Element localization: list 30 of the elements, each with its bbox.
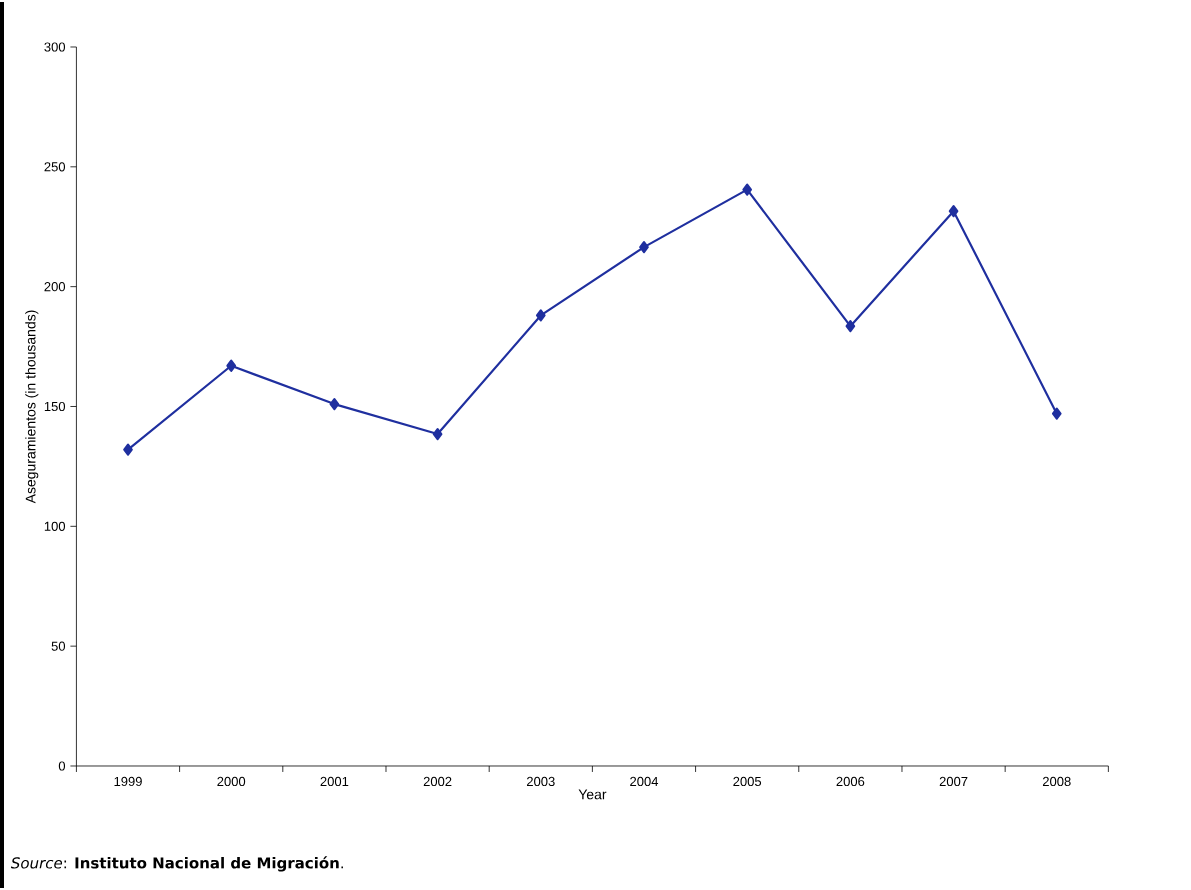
x-tick-label: 2002 xyxy=(423,776,452,787)
y-tick-label: 200 xyxy=(44,282,66,292)
x-axis-title: Year xyxy=(578,789,607,800)
x-tick-label: 2006 xyxy=(836,776,865,787)
point xyxy=(948,205,959,218)
x-tick-label: 2005 xyxy=(733,776,762,787)
point xyxy=(432,427,443,441)
y-tick-label: 300 xyxy=(44,42,66,52)
x-tick-label: 2004 xyxy=(630,776,659,787)
point xyxy=(329,397,340,411)
y-tick-label: 0 xyxy=(58,761,66,771)
point xyxy=(742,183,753,196)
y-tick-label: 150 xyxy=(44,401,66,412)
x-tick-label: 2003 xyxy=(526,776,555,787)
y-axis-title: Aseguramientos (in thousands) xyxy=(25,310,39,504)
point xyxy=(845,320,856,333)
point xyxy=(639,241,649,254)
point xyxy=(535,309,546,322)
y-tick-label: 100 xyxy=(44,521,66,531)
x-tick-label: 2008 xyxy=(1042,776,1071,787)
x-tick-label: 2001 xyxy=(320,776,349,787)
x-tick-label: 1999 xyxy=(114,776,142,787)
point xyxy=(1051,407,1062,420)
text: Source: Instituto Nacional de Migración. xyxy=(10,856,343,872)
y-tick-label: 250 xyxy=(44,162,66,172)
point xyxy=(226,359,237,372)
y-tick-label: 50 xyxy=(51,641,66,651)
point xyxy=(123,443,133,456)
x-tick-label: 2007 xyxy=(939,776,968,787)
x-tick-label: 2000 xyxy=(217,776,246,787)
